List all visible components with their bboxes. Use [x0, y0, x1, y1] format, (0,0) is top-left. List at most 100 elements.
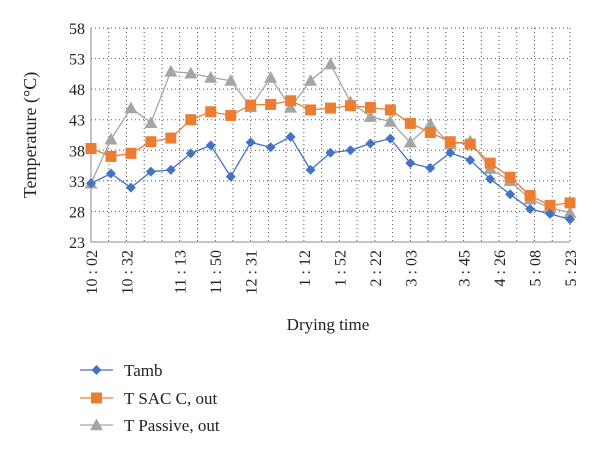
legend-label: T Passive, out — [124, 416, 220, 435]
y-axis-label: Temperature (°C) — [20, 72, 41, 198]
data-point — [423, 117, 437, 130]
data-point — [425, 163, 436, 174]
x-tick-label: 2 : 22 — [368, 250, 385, 286]
data-point — [365, 138, 376, 149]
x-tick-label: 10 : 32 — [119, 250, 136, 294]
data-point — [124, 101, 138, 114]
data-point — [145, 136, 157, 148]
x-tick-label: 3 : 45 — [457, 250, 474, 286]
y-tick-label: 53 — [69, 52, 85, 69]
data-point — [104, 132, 118, 145]
legend-label: Tamb — [124, 361, 162, 380]
data-point — [285, 131, 296, 142]
legend-marker — [91, 392, 102, 404]
data-point — [524, 190, 536, 202]
data-point — [444, 136, 456, 148]
data-point — [485, 174, 496, 185]
data-point — [284, 100, 298, 113]
legend-marker — [90, 418, 103, 431]
data-point — [385, 133, 396, 144]
data-point — [565, 214, 575, 225]
data-point — [125, 182, 136, 193]
data-point — [185, 114, 197, 126]
data-point — [504, 171, 516, 183]
data-point — [344, 100, 356, 112]
data-point — [105, 168, 116, 179]
data-point — [305, 164, 316, 175]
legend-marker — [91, 365, 102, 375]
axes: 23 28 33 38 43 48 53 58 10 : 02 10 : 32 11 : 13 11 … — [69, 21, 580, 294]
data-point — [86, 178, 96, 189]
data-point — [304, 74, 318, 86]
data-point — [445, 147, 456, 158]
x-tick-label: 3 : 03 — [403, 250, 420, 286]
data-point — [144, 116, 158, 128]
data-point — [285, 95, 297, 107]
legend-label: T SAC C, out — [124, 389, 217, 408]
data-point — [145, 166, 156, 177]
y-tick-label: 33 — [69, 174, 85, 191]
data-point — [185, 148, 196, 159]
data-point — [325, 102, 336, 114]
data-point — [345, 145, 356, 156]
legend-item-2: T Passive, out — [80, 416, 220, 435]
data-point — [405, 158, 416, 169]
data-point — [245, 99, 257, 111]
data-point — [265, 142, 276, 153]
series-1 — [85, 95, 576, 211]
data-point — [484, 157, 496, 169]
data-point — [205, 106, 217, 118]
data-point — [164, 64, 178, 77]
y-tick-label: 48 — [69, 82, 85, 99]
data-point — [525, 203, 536, 214]
x-tick-label: 5 : 08 — [528, 250, 545, 286]
data-point — [204, 71, 218, 83]
legend: Tamb T SAC C, out T Passive, out — [80, 361, 220, 435]
data-point — [544, 199, 556, 211]
y-tick-label: 23 — [69, 235, 85, 252]
data-point — [105, 150, 117, 162]
data-point — [325, 147, 336, 158]
data-point — [205, 140, 216, 151]
x-tick-label: 1 : 12 — [297, 250, 314, 286]
data-point — [564, 197, 576, 209]
data-point — [264, 71, 278, 83]
data-point — [184, 66, 198, 79]
data-point — [563, 206, 577, 218]
data-point — [225, 109, 237, 121]
data-point — [363, 110, 377, 122]
data-point — [305, 104, 317, 116]
y-tick-label: 38 — [69, 143, 85, 160]
data-point — [383, 115, 397, 127]
x-tick-label: 12 : 31 — [244, 250, 261, 294]
data-point — [324, 57, 337, 70]
series-line — [90, 63, 571, 214]
axis-labels: Temperature (°C) Drying time — [20, 72, 369, 334]
data-point — [165, 164, 176, 175]
legend-item-0: Tamb — [80, 361, 162, 380]
y-tick-label: 28 — [69, 204, 85, 221]
x-tick-label: 11 : 50 — [208, 250, 225, 294]
data-point — [364, 101, 376, 113]
data-point — [165, 132, 177, 144]
x-tick-label: 4 : 26 — [492, 250, 509, 286]
y-tick-label: 58 — [69, 21, 85, 38]
data-point — [545, 208, 556, 219]
data-point — [384, 104, 396, 116]
x-axis-label: Drying time — [287, 315, 370, 334]
legend-item-1: T SAC C, out — [80, 389, 217, 408]
data-point — [265, 98, 277, 110]
data-point — [125, 147, 137, 159]
data-point — [465, 155, 476, 166]
data-point — [85, 142, 97, 154]
data-point — [404, 117, 416, 129]
data-point — [224, 74, 238, 86]
data-point — [403, 135, 417, 148]
x-tick-label: 11 : 13 — [173, 250, 190, 294]
x-tick-label: 5 : 23 — [563, 250, 580, 286]
x-tick-label: 1 : 52 — [332, 250, 349, 286]
x-tick-label: 10 : 02 — [84, 250, 101, 294]
series-0 — [86, 131, 575, 225]
series-2 — [84, 57, 577, 218]
